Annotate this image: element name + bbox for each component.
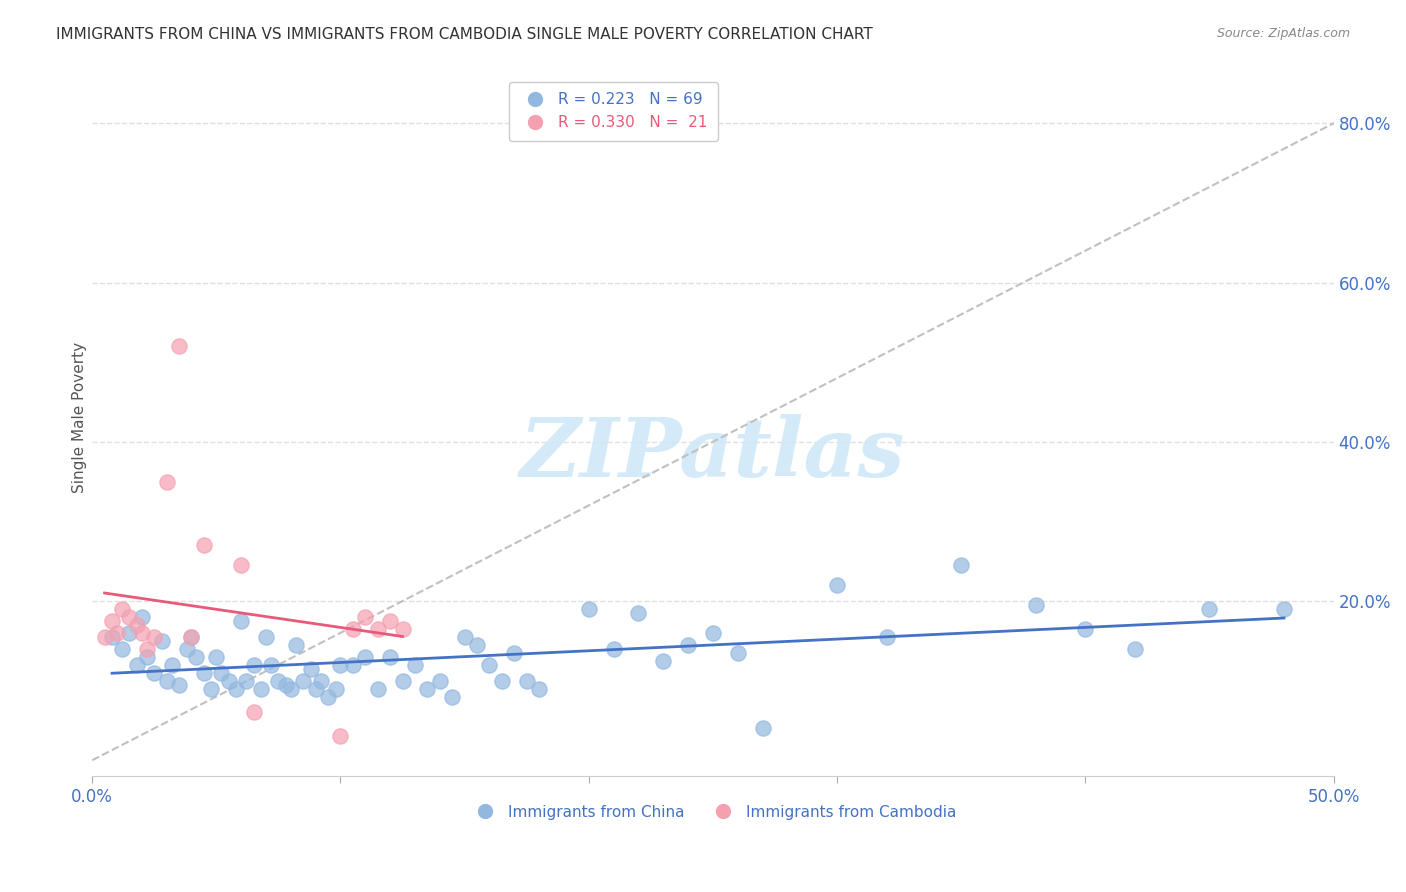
Point: [329, 657, 352, 672]
Point: [503, 646, 526, 660]
Point: [304, 681, 326, 696]
Point: [316, 690, 339, 704]
Point: [299, 662, 322, 676]
Point: [156, 475, 179, 489]
Point: [200, 681, 222, 696]
Point: [1272, 602, 1295, 616]
Point: [825, 578, 848, 592]
Point: [404, 657, 426, 672]
Point: [652, 654, 675, 668]
Point: [143, 665, 166, 680]
Point: [125, 657, 148, 672]
Point: [876, 630, 898, 644]
Point: [478, 657, 501, 672]
Y-axis label: Single Male Poverty: Single Male Poverty: [72, 343, 87, 493]
Point: [727, 646, 749, 660]
Point: [209, 665, 232, 680]
Point: [453, 630, 475, 644]
Point: [167, 339, 190, 353]
Point: [111, 641, 134, 656]
Point: [135, 641, 157, 656]
Point: [160, 657, 183, 672]
Point: [225, 681, 247, 696]
Point: [292, 673, 315, 688]
Point: [167, 677, 190, 691]
Point: [143, 630, 166, 644]
Point: [354, 610, 377, 624]
Point: [274, 677, 297, 691]
Point: [280, 681, 302, 696]
Point: [131, 625, 153, 640]
Point: [354, 649, 377, 664]
Point: [180, 630, 202, 644]
Text: IMMIGRANTS FROM CHINA VS IMMIGRANTS FROM CAMBODIA SINGLE MALE POVERTY CORRELATIO: IMMIGRANTS FROM CHINA VS IMMIGRANTS FROM…: [56, 27, 873, 42]
Point: [676, 638, 699, 652]
Point: [578, 602, 600, 616]
Point: [101, 630, 124, 644]
Point: [329, 730, 352, 744]
Point: [309, 673, 332, 688]
Point: [205, 649, 228, 664]
Point: [156, 673, 179, 688]
Legend: Immigrants from China, Immigrants from Cambodia: Immigrants from China, Immigrants from C…: [464, 798, 962, 826]
Point: [491, 673, 513, 688]
Point: [186, 649, 208, 664]
Point: [260, 657, 283, 672]
Point: [267, 673, 290, 688]
Point: [1198, 602, 1220, 616]
Point: [342, 622, 364, 636]
Point: [342, 657, 364, 672]
Point: [516, 673, 538, 688]
Point: [378, 614, 401, 628]
Point: [254, 630, 277, 644]
Point: [242, 706, 264, 720]
Point: [702, 625, 724, 640]
Point: [218, 673, 240, 688]
Point: [105, 625, 128, 640]
Point: [391, 673, 413, 688]
Point: [1074, 622, 1097, 636]
Point: [391, 622, 413, 636]
Point: [231, 614, 253, 628]
Point: [367, 622, 389, 636]
Point: [176, 641, 198, 656]
Point: [118, 610, 141, 624]
Point: [627, 606, 650, 620]
Point: [465, 638, 488, 652]
Point: [135, 649, 157, 664]
Point: [193, 665, 215, 680]
Point: [93, 630, 115, 644]
Text: ZIPatlas: ZIPatlas: [520, 414, 905, 493]
Point: [751, 722, 773, 736]
Point: [378, 649, 401, 664]
Point: [284, 638, 307, 652]
Point: [250, 681, 273, 696]
Point: [150, 633, 173, 648]
Point: [1123, 641, 1146, 656]
Point: [602, 641, 624, 656]
Point: [131, 610, 153, 624]
Point: [180, 630, 202, 644]
Point: [118, 625, 141, 640]
Point: [101, 614, 124, 628]
Point: [235, 673, 257, 688]
Point: [367, 681, 389, 696]
Point: [429, 673, 451, 688]
Point: [193, 538, 215, 552]
Point: [441, 690, 464, 704]
Point: [1025, 598, 1047, 612]
Point: [111, 602, 134, 616]
Text: Source: ZipAtlas.com: Source: ZipAtlas.com: [1216, 27, 1350, 40]
Point: [231, 558, 253, 573]
Point: [325, 681, 347, 696]
Point: [125, 618, 148, 632]
Point: [527, 681, 550, 696]
Point: [242, 657, 264, 672]
Point: [950, 558, 973, 573]
Point: [416, 681, 439, 696]
